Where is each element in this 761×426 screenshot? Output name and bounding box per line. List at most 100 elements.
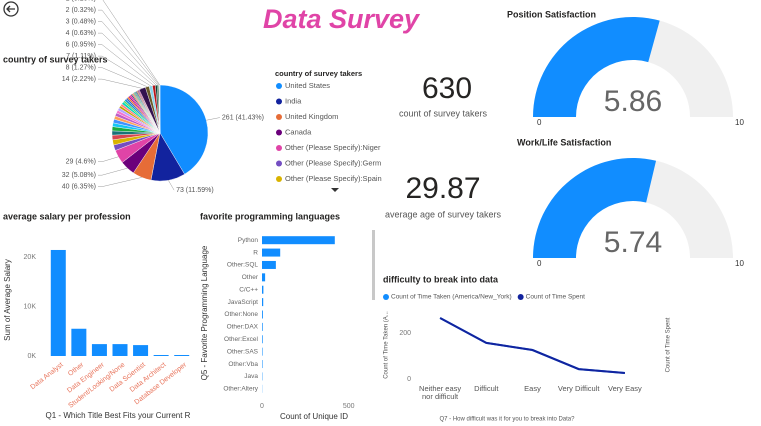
x-tick-label: Very Difficult xyxy=(557,385,600,393)
leader-line xyxy=(98,67,148,87)
bar xyxy=(262,285,264,294)
y-tick-label: 10K xyxy=(24,303,37,310)
leader-line xyxy=(98,156,119,162)
bar xyxy=(112,344,128,356)
y-tick-label: Other:Vba xyxy=(228,361,258,368)
leader-line xyxy=(98,177,142,187)
legend-label: India xyxy=(285,96,302,105)
data-label: 3 (0.48%) xyxy=(66,18,96,25)
x-tick-label: Easy xyxy=(524,385,541,393)
x-tick-label: 0 xyxy=(260,403,264,410)
data-label: 8 (1.27%) xyxy=(66,64,96,71)
x-axis-title: Q7 - How difficult was it for you to bre… xyxy=(440,417,576,423)
x-tick-label-box: Difficult xyxy=(474,385,498,393)
data-label: 73 (11.59%) xyxy=(176,187,214,194)
leader-line xyxy=(98,55,151,87)
y-axis-title: Sum of Average Salary xyxy=(3,259,12,341)
y-tick-label: R xyxy=(253,249,258,256)
legend-label: Count of Time Taken (America/New_York) xyxy=(391,294,512,301)
legend-marker xyxy=(276,145,282,151)
chart-title: country of survey takers xyxy=(3,54,108,64)
chart-title: average salary per profession xyxy=(3,211,131,221)
legend-marker xyxy=(276,129,282,136)
bar xyxy=(91,344,107,356)
chart-title: Position Satisfaction xyxy=(507,9,596,19)
y2-axis-title: Count of Time Spent xyxy=(666,317,672,372)
legend-label: United Kingdom xyxy=(285,112,338,121)
bar xyxy=(262,236,335,245)
leader-line xyxy=(206,117,220,121)
data-label: 32 (5.08%) xyxy=(62,172,96,179)
card-value: 630 xyxy=(422,72,472,105)
x-axis-title: Count of Unique ID xyxy=(280,412,348,421)
chart-title: difficulty to break into data xyxy=(383,274,499,284)
x-tick-label-box: Easy xyxy=(524,385,541,393)
bar xyxy=(262,310,263,319)
x-tick-label-box: Very Difficult xyxy=(557,385,600,393)
bar xyxy=(50,249,66,356)
data-label: 4 (0.63%) xyxy=(66,30,96,37)
legend-title: country of survey takers xyxy=(275,69,362,78)
bar xyxy=(262,322,263,331)
y-tick-label: C/C++ xyxy=(239,286,258,293)
gauge-value-label: 5.86 xyxy=(604,85,662,118)
legend-label: Other (Please Specify):Germ xyxy=(285,158,381,167)
x-tick-label-box: Very Easy xyxy=(608,385,642,393)
legend-marker xyxy=(517,294,524,300)
legend-label: Count of Time Spent xyxy=(526,294,585,301)
y-tick-label: 0K xyxy=(27,353,36,360)
bar xyxy=(262,347,263,356)
legend-scroll[interactable] xyxy=(331,188,339,192)
bar xyxy=(133,345,149,356)
leader-line xyxy=(168,180,175,191)
card-label: count of survey takers xyxy=(399,108,488,118)
y-axis-title: Count of Time Taken (A... xyxy=(384,311,390,379)
y-tick-label: Other:None xyxy=(224,311,258,318)
data-label: 29 (4.6%) xyxy=(66,159,96,166)
gauge-value xyxy=(533,158,657,258)
y-tick-label: Other:Altery xyxy=(223,386,258,393)
data-label: 40 (6.35%) xyxy=(62,184,96,191)
legend-marker xyxy=(383,294,389,300)
data-label: 7 (1.11%) xyxy=(66,53,96,60)
scrollbar[interactable] xyxy=(372,230,375,300)
bar xyxy=(262,335,263,344)
y-tick-label: Other:SQL xyxy=(227,262,258,269)
y-tick-label: 20K xyxy=(24,254,37,261)
x-tick-label: Data Analyst xyxy=(29,361,64,391)
y-tick-label: Other:SAS xyxy=(227,348,259,355)
data-label: 6 (0.95%) xyxy=(66,41,96,48)
x-tick-label: Neither easy nor difficult xyxy=(419,385,462,401)
y-tick-label: Other:Excel xyxy=(224,336,259,343)
y-tick-label: Other:DAX xyxy=(227,324,259,331)
back-button[interactable] xyxy=(3,1,19,17)
gauge-value xyxy=(533,16,660,117)
legend-marker xyxy=(276,160,282,167)
bar xyxy=(71,328,87,356)
data-label: 2 (0.32%) xyxy=(66,7,96,14)
legend-marker xyxy=(276,98,282,105)
x-tick-label: Very Easy xyxy=(608,385,642,393)
leader-line xyxy=(98,78,143,89)
y-axis-title: Q5 - Favorite Programming Language xyxy=(200,245,209,380)
y-tick-label: Java xyxy=(244,373,258,380)
legend-marker xyxy=(276,83,282,89)
x-tick-label: 500 xyxy=(343,403,355,410)
leader-line xyxy=(98,44,154,86)
gauge-max: 10 xyxy=(735,259,744,268)
bar xyxy=(153,355,169,356)
gauge-value-label: 5.74 xyxy=(604,226,662,259)
gauge-max: 10 xyxy=(735,118,744,127)
bar xyxy=(262,360,263,369)
card-label: average age of survey takers xyxy=(385,209,502,219)
page-title: Data Survey xyxy=(263,4,421,34)
legend-marker xyxy=(276,114,282,120)
y-tick-label: 0 xyxy=(407,376,411,383)
card-value: 29.87 xyxy=(405,172,480,205)
y-tick-label: JavaScript xyxy=(228,299,259,306)
line-series xyxy=(439,317,625,375)
leader-line xyxy=(98,21,159,86)
data-label: 261 (41.43%) xyxy=(222,114,264,121)
legend-label: Other (Please Specify):Niger xyxy=(285,143,381,152)
leader-line xyxy=(98,32,157,86)
